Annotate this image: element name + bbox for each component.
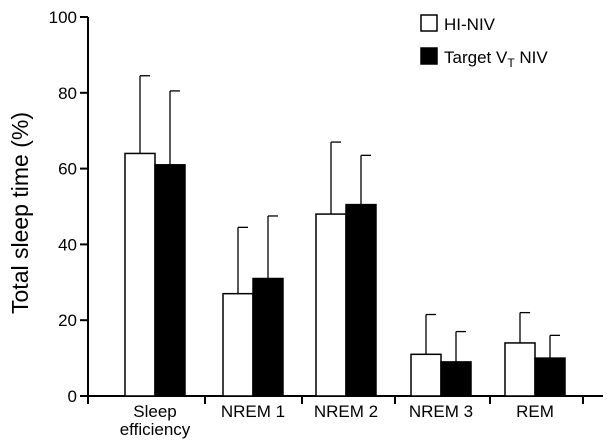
legend-label-target-vt-main: Target V xyxy=(444,48,508,67)
y-axis-title: Total sleep time (%) xyxy=(7,112,33,314)
bar-series1-cat1 xyxy=(252,277,284,397)
legend-label-target-vt-tail: NIV xyxy=(515,48,549,67)
y-tick-label: 60 xyxy=(58,160,77,179)
legend: HI-NIV Target VT NIV xyxy=(420,14,548,70)
error-bars xyxy=(139,75,560,362)
y-tick-label: 20 xyxy=(58,311,77,330)
legend-label-hi-niv: HI-NIV xyxy=(444,15,496,34)
x-ticks xyxy=(87,396,584,404)
legend-swatch-hi-niv xyxy=(420,14,438,32)
y-tick-label: 0 xyxy=(68,387,77,406)
legend-label-target-vt-niv: Target VT NIV xyxy=(444,48,548,70)
bar-series0-cat0 xyxy=(124,152,156,397)
x-category-label: Sleep xyxy=(133,402,176,421)
y-ticks: 0 20 40 60 80 100 xyxy=(49,8,88,406)
bar-series0-cat2 xyxy=(315,213,347,397)
bar-series1-cat4 xyxy=(534,357,566,397)
x-category-label-line2: efficiency xyxy=(120,420,191,439)
legend-label-target-vt-subscript: T xyxy=(507,56,515,70)
x-category-label: NREM 2 xyxy=(314,402,378,421)
x-category-label: NREM 1 xyxy=(221,402,285,421)
x-category-label: REM xyxy=(516,402,554,421)
y-tick-label: 40 xyxy=(58,235,77,254)
bar-series0-cat4 xyxy=(504,342,536,397)
bar-series1-cat2 xyxy=(345,203,377,397)
bar-series0-cat1 xyxy=(222,292,254,397)
bars xyxy=(124,152,566,397)
x-category-label: NREM 3 xyxy=(409,402,473,421)
bar-series0-cat3 xyxy=(410,353,442,397)
y-tick-label: 80 xyxy=(58,84,77,103)
legend-swatch-target-vt-niv xyxy=(420,47,438,65)
bar-series1-cat0 xyxy=(154,164,186,397)
bar-series1-cat3 xyxy=(440,361,472,397)
y-tick-label: 100 xyxy=(49,8,77,27)
